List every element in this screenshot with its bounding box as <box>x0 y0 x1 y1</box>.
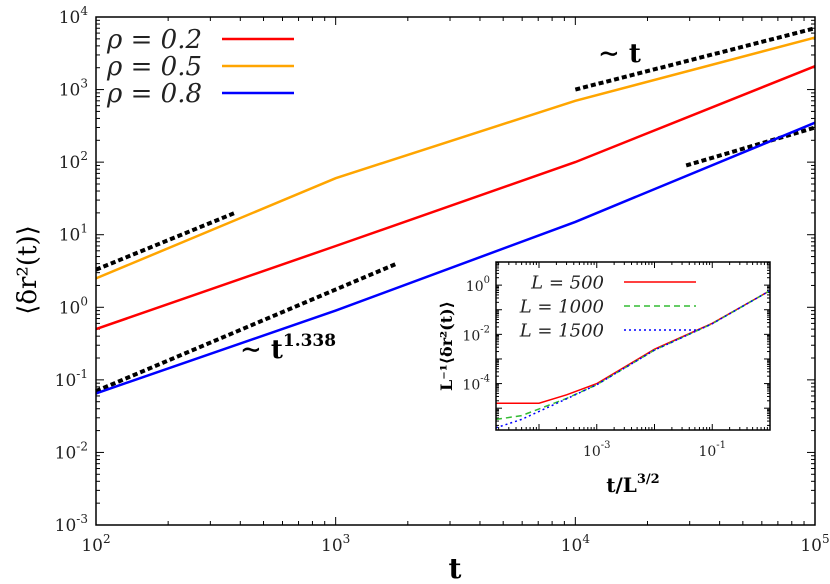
tick-base: 10 <box>462 378 480 394</box>
reference-line <box>685 125 816 168</box>
x-tick-label: 102 <box>81 532 110 556</box>
y-tick-label: 10-2 <box>462 324 490 344</box>
y-tick-label: 103 <box>59 77 88 101</box>
y-tick-label: 10-4 <box>462 374 490 394</box>
tick-base: 10 <box>55 371 77 391</box>
legend-label: ρ = 0.2 <box>106 25 202 55</box>
main-plot: 102 103 104 10510-310-210-1100101102103104ρ… <box>55 4 830 556</box>
y-axis-label: ⟨δr²(t)⟩ <box>13 225 43 315</box>
annotation-power-law: ∼ t1.338 <box>240 331 336 365</box>
y-tick-label: 10-2 <box>55 439 88 463</box>
tick-base: 10 <box>59 8 81 28</box>
tick-exponent: 1 <box>80 222 88 236</box>
tick-exponent: 3 <box>343 532 351 546</box>
legend-label: ρ = 0.8 <box>106 79 202 109</box>
tick-exponent: 0 <box>484 275 490 286</box>
y-tick-label: 10-1 <box>55 367 88 391</box>
tick-base: 10 <box>561 536 583 556</box>
tick-exponent: -3 <box>601 440 611 451</box>
legend-label: L = 500 <box>530 272 604 293</box>
tick-exponent: -2 <box>480 324 490 335</box>
tick-base: 10 <box>462 328 480 344</box>
tick-exponent: -2 <box>76 439 88 453</box>
tick-base: 10 <box>59 153 81 173</box>
legend-label: L = 1000 <box>519 296 604 317</box>
y-tick-label: 102 <box>59 149 88 173</box>
tick-base: 10 <box>81 536 103 556</box>
tick-exponent: -1 <box>716 440 726 451</box>
y-tick-label: 100 <box>466 275 490 295</box>
tick-base: 10 <box>698 444 716 460</box>
tick-exponent: 0 <box>80 294 88 308</box>
tick-base: 10 <box>800 536 822 556</box>
x-tick-label: 103 <box>321 532 350 556</box>
x-tick-label: 105 <box>800 532 829 556</box>
tick-base: 10 <box>321 536 343 556</box>
tick-base: 10 <box>466 279 484 295</box>
tick-exponent: 4 <box>582 532 590 546</box>
y-tick-label: 10-3 <box>55 512 88 536</box>
legend-label: L = 1500 <box>519 320 604 341</box>
tick-exponent: 2 <box>103 532 111 546</box>
tick-base: 10 <box>59 226 81 246</box>
plot-frame <box>495 261 771 431</box>
series-line <box>495 289 771 429</box>
reference-line <box>574 26 816 92</box>
y-tick-label: 100 <box>59 294 88 318</box>
tick-base: 10 <box>55 443 77 463</box>
tick-exponent: -3 <box>76 512 88 526</box>
tick-base: 10 <box>59 298 81 318</box>
tick-base: 10 <box>55 516 77 536</box>
x-axis-label: t <box>449 552 462 584</box>
tick-exponent: 4 <box>80 4 88 18</box>
tick-base: 10 <box>583 444 601 460</box>
annotation-linear: ∼ t <box>598 39 641 69</box>
x-tick-label: 104 <box>561 532 591 556</box>
reference-line <box>95 261 398 393</box>
inset-y-axis-label: L⁻¹⟨δr²(t)⟩ <box>437 301 456 391</box>
tick-exponent: -4 <box>480 374 490 385</box>
plot-frame <box>95 16 816 526</box>
series-line <box>95 121 816 395</box>
x-tick-label: 10-1 <box>698 440 726 460</box>
tick-exponent: 3 <box>80 77 88 91</box>
tick-exponent: 5 <box>822 532 830 546</box>
y-tick-label: 101 <box>59 222 88 246</box>
x-tick-label: 10-3 <box>583 440 611 460</box>
inset-x-axis-label: t/L3/2 <box>606 472 659 497</box>
tick-exponent: 2 <box>80 149 88 163</box>
series-line <box>95 65 816 331</box>
reference-line <box>95 211 236 272</box>
legend-label: ρ = 0.5 <box>106 52 202 82</box>
series-line <box>95 36 816 280</box>
series-line <box>495 289 771 421</box>
tick-base: 10 <box>59 81 81 101</box>
y-tick-label: 104 <box>59 4 89 28</box>
tick-exponent: -1 <box>76 367 88 381</box>
